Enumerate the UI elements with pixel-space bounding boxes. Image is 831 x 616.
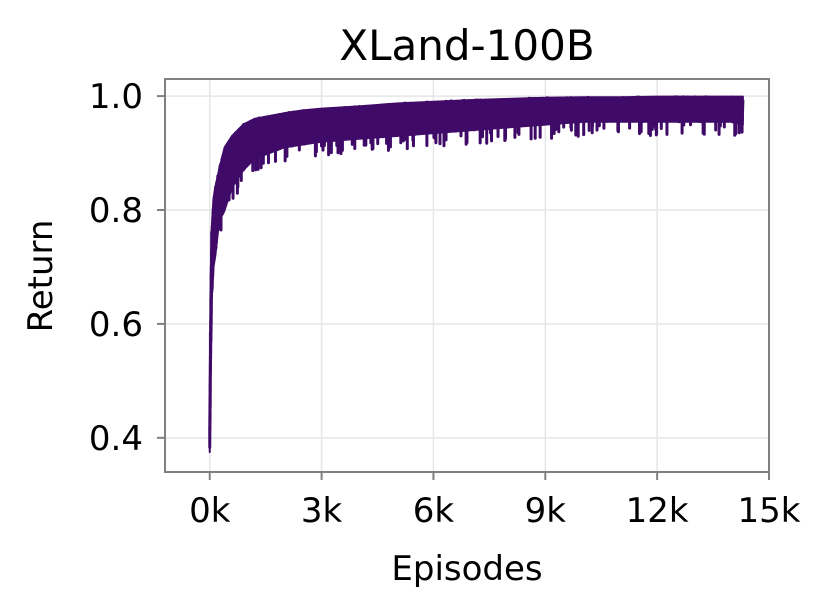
- series-line: [208, 95, 745, 449]
- x-tick-label: 0k: [189, 491, 231, 531]
- y-ticks: 0.4 0.6 0.8 1.0: [89, 77, 165, 459]
- series-layer: [208, 95, 745, 454]
- x-tick-label: 9k: [525, 491, 567, 531]
- y-tick-label: 0.4: [89, 419, 143, 459]
- x-tick-label: 3k: [301, 491, 343, 531]
- chart-title: XLand-100B: [339, 21, 594, 70]
- x-tick-label: 6k: [413, 491, 455, 531]
- y-tick-label: 0.6: [89, 305, 143, 345]
- y-tick-label: 0.8: [89, 191, 143, 231]
- x-ticks: 0k 3k 6k 9k 12k 15k: [189, 472, 801, 531]
- y-axis-label: Return: [21, 220, 61, 333]
- x-tick-label: 12k: [626, 491, 689, 531]
- y-tick-label: 1.0: [89, 77, 143, 117]
- x-tick-label: 15k: [738, 491, 801, 531]
- plot-frame: [164, 78, 770, 473]
- x-axis-label: Episodes: [391, 549, 542, 589]
